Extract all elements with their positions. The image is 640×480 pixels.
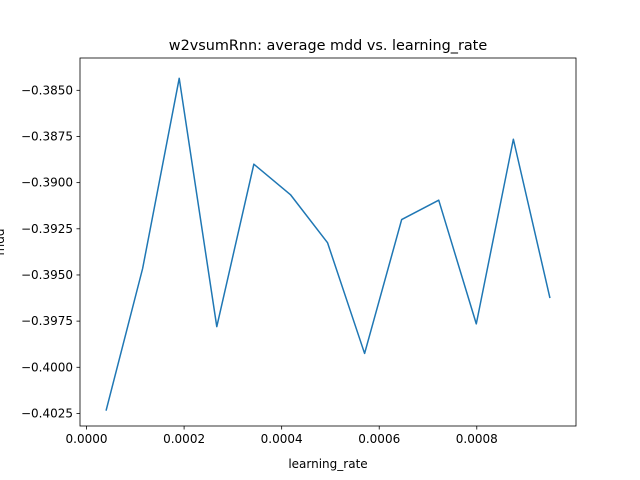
y-tick-label: −0.4025 — [21, 406, 73, 420]
x-tick-label: 0.0000 — [66, 432, 108, 446]
y-tick-label: −0.3925 — [21, 222, 73, 236]
y-tick-label: −0.3900 — [21, 176, 73, 190]
x-axis-label: learning_rate — [288, 457, 367, 471]
x-tick-label: 0.0008 — [456, 432, 498, 446]
y-tick-label: −0.3975 — [21, 314, 73, 328]
x-tick-label: 0.0002 — [163, 432, 205, 446]
chart-title: w2vsumRnn: average mdd vs. learning_rate — [169, 38, 488, 54]
plot-frame — [79, 57, 577, 427]
series-line-1 — [105, 77, 551, 411]
y-tick-label: −0.4000 — [21, 360, 73, 374]
y-axis: −0.4025 −0.4000 −0.3975 −0.3950 −0.3925 −0.39… — [21, 83, 80, 420]
y-axis-label: mdd — [0, 229, 7, 256]
x-axis: 0.0000 0.0002 0.0004 0.0006 0.0008 — [66, 426, 498, 446]
y-tick-label: −0.3850 — [21, 83, 73, 97]
plot-area — [80, 58, 576, 426]
x-tick-label: 0.0004 — [261, 432, 303, 446]
y-tick-label: −0.3950 — [21, 268, 73, 282]
series-layer — [105, 77, 551, 411]
x-tick-label: 0.0006 — [358, 432, 400, 446]
y-tick-label: −0.3875 — [21, 129, 73, 143]
